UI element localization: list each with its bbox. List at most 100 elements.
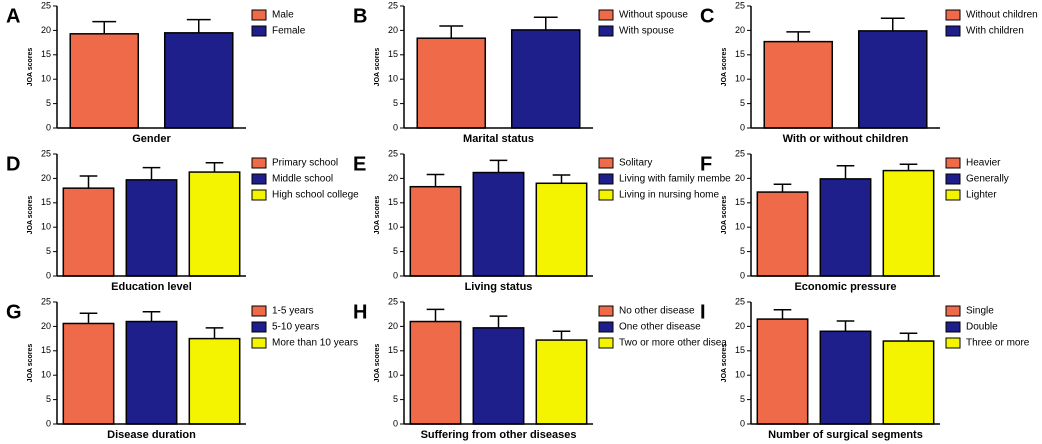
bar: [125, 320, 178, 425]
bar: [882, 169, 935, 277]
bar: [756, 191, 809, 277]
y-tick-label: 15: [388, 49, 398, 59]
x-axis-label: Marital status: [463, 133, 534, 145]
y-tick-label: 0: [393, 122, 398, 132]
y-tick-label: 0: [46, 418, 51, 428]
y-tick-label: 5: [740, 394, 745, 404]
y-tick-label: 20: [735, 173, 745, 183]
bar: [763, 40, 834, 129]
legend-label: Living with family membe: [619, 174, 731, 185]
legend-swatch: [598, 337, 614, 349]
y-tick-label: 20: [735, 321, 745, 331]
y-tick-label: 15: [388, 197, 398, 207]
y-tick-label: 10: [388, 74, 398, 84]
x-axis-label: Gender: [132, 133, 171, 145]
y-tick-label: 5: [393, 98, 398, 108]
legend-label: Middle school: [272, 174, 333, 185]
y-tick-label: 15: [388, 345, 398, 355]
legend-label: High school college: [272, 190, 359, 201]
y-tick-label: 5: [393, 246, 398, 256]
y-axis-label: JOA scores: [721, 196, 728, 235]
y-tick-label: 0: [393, 418, 398, 428]
y-tick-label: 5: [46, 246, 51, 256]
y-tick-label: 25: [41, 296, 51, 306]
panel-letter: C: [700, 5, 714, 27]
y-tick-label: 10: [735, 370, 745, 380]
y-tick-label: 25: [735, 148, 745, 158]
y-tick-label: 25: [41, 0, 51, 10]
y-axis-label: JOA scores: [374, 344, 381, 383]
legend-label: Generally: [966, 174, 1009, 185]
y-tick-label: 10: [735, 74, 745, 84]
y-tick-label: 20: [735, 25, 745, 35]
panel-letter: A: [6, 5, 20, 27]
legend-swatch: [251, 25, 267, 37]
panel-letter: H: [353, 301, 367, 323]
y-tick-label: 15: [41, 49, 51, 59]
y-axis-label: JOA scores: [374, 48, 381, 87]
x-axis-label: Suffering from other diseases: [421, 429, 577, 441]
legend-swatch: [598, 189, 614, 201]
panel-letter: I: [700, 301, 706, 323]
x-axis-label: With or without children: [783, 133, 909, 145]
x-axis-label: Number of surgical segments: [768, 429, 923, 441]
legend-swatch: [251, 321, 267, 333]
legend-swatch: [945, 173, 961, 185]
y-tick-label: 5: [740, 98, 745, 108]
legend-label: Solitary: [619, 158, 652, 169]
legend-swatch: [251, 9, 267, 21]
y-tick-label: 15: [41, 197, 51, 207]
legend-swatch: [945, 337, 961, 349]
bar: [188, 171, 241, 277]
y-tick-label: 15: [735, 49, 745, 59]
legend-label: No other disease: [619, 306, 695, 317]
y-tick-label: 15: [735, 345, 745, 355]
legend-swatch: [251, 337, 267, 349]
legend-label: With spouse: [619, 26, 674, 37]
y-tick-label: 15: [41, 345, 51, 355]
legend-label: With children: [966, 26, 1024, 37]
legend-label: Three or more: [966, 338, 1030, 349]
y-tick-label: 20: [41, 25, 51, 35]
x-axis-label: Education level: [111, 281, 192, 293]
legend-swatch: [598, 173, 614, 185]
y-tick-label: 25: [735, 296, 745, 306]
legend-swatch: [945, 189, 961, 201]
legend-swatch: [945, 157, 961, 169]
y-axis-label: JOA scores: [721, 344, 728, 383]
legend-swatch: [945, 321, 961, 333]
bar: [62, 322, 115, 425]
y-tick-label: 0: [46, 122, 51, 132]
y-tick-label: 0: [740, 418, 745, 428]
y-axis-label: JOA scores: [27, 196, 34, 235]
y-tick-label: 15: [735, 197, 745, 207]
y-tick-label: 0: [46, 270, 51, 280]
y-tick-label: 25: [735, 0, 745, 10]
bar: [857, 30, 928, 129]
legend-swatch: [945, 305, 961, 317]
bar: [188, 337, 241, 425]
legend-label: Lighter: [966, 190, 997, 201]
legend-label: Single: [966, 306, 994, 317]
bar: [472, 327, 525, 425]
panel-letter: E: [353, 153, 366, 175]
y-tick-label: 5: [46, 98, 51, 108]
y-tick-label: 0: [740, 270, 745, 280]
y-tick-label: 20: [41, 321, 51, 331]
legend-swatch: [598, 9, 614, 21]
panel-letter: G: [6, 301, 22, 323]
y-axis-label: JOA scores: [721, 48, 728, 87]
legend-swatch: [251, 157, 267, 169]
bar: [409, 320, 462, 425]
bar: [409, 185, 462, 277]
legend-swatch: [251, 173, 267, 185]
y-axis-label: JOA scores: [27, 344, 34, 383]
legend-swatch: [598, 305, 614, 317]
y-axis-label: JOA scores: [27, 48, 34, 87]
y-tick-label: 20: [388, 173, 398, 183]
legend-label: One other disease: [619, 322, 701, 333]
legend-label: Double: [966, 322, 998, 333]
y-tick-label: 20: [41, 173, 51, 183]
y-tick-label: 10: [735, 222, 745, 232]
